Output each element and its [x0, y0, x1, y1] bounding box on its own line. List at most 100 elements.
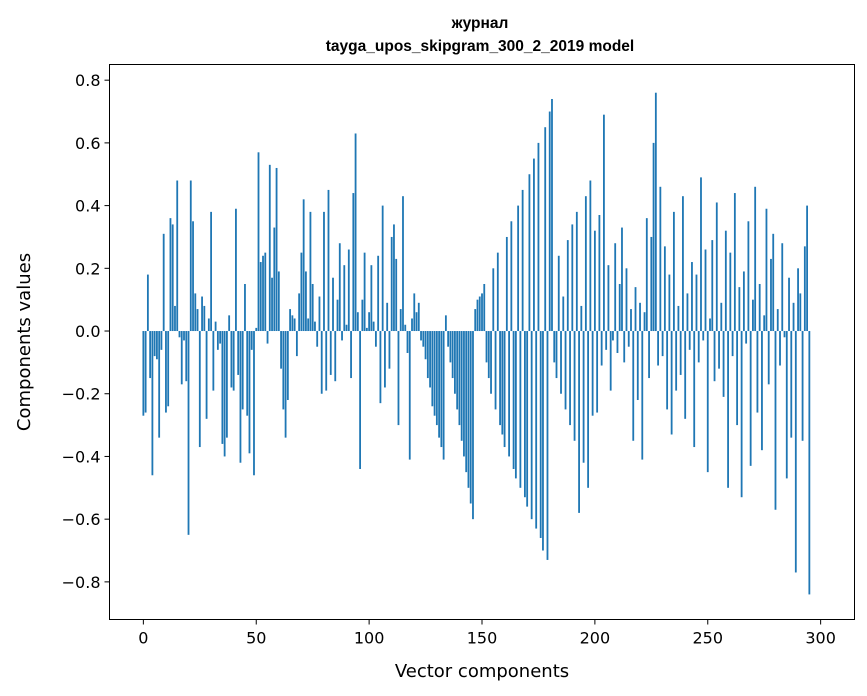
- bar: [146, 274, 149, 332]
- bar: [659, 186, 662, 332]
- bar: [779, 331, 781, 366]
- bar: [546, 331, 549, 560]
- y-tick-label: 0.6: [75, 134, 100, 153]
- bar: [569, 331, 571, 426]
- bar: [722, 331, 725, 397]
- bar: [533, 158, 535, 332]
- bar: [521, 189, 524, 332]
- x-tick-label: 200: [580, 629, 611, 648]
- bar: [180, 331, 183, 385]
- bar: [598, 215, 601, 332]
- bar: [463, 331, 465, 457]
- bar: [377, 255, 380, 332]
- bar: [384, 331, 386, 388]
- bar: [271, 277, 273, 332]
- bar: [682, 196, 684, 332]
- bar: [241, 331, 244, 410]
- bar: [327, 189, 330, 332]
- bar: [370, 265, 373, 332]
- bar: [578, 331, 580, 513]
- bar: [230, 331, 233, 388]
- bar: [309, 211, 312, 332]
- bar: [539, 331, 542, 538]
- bar: [289, 309, 292, 332]
- bar: [630, 309, 632, 332]
- bar: [535, 331, 538, 529]
- bar: [731, 331, 734, 357]
- bar: [277, 271, 280, 332]
- bar: [675, 331, 678, 391]
- bar: [501, 331, 504, 435]
- bar: [758, 283, 761, 332]
- bar: [697, 331, 700, 363]
- bar: [742, 271, 745, 332]
- bar: [618, 283, 621, 332]
- bar: [449, 331, 452, 363]
- bar: [142, 331, 145, 416]
- bar: [325, 331, 328, 391]
- bar: [668, 274, 671, 332]
- bar: [167, 331, 170, 407]
- bar: [612, 331, 614, 341]
- bar: [650, 236, 653, 332]
- y-axis-label: Components values: [14, 253, 35, 431]
- bar: [365, 327, 368, 332]
- y-tick-label: −0.8: [62, 573, 101, 592]
- bar: [183, 331, 185, 341]
- x-tick-label: 0: [138, 629, 148, 648]
- bar: [523, 331, 526, 498]
- bar: [257, 152, 260, 332]
- bar: [505, 236, 508, 332]
- bar: [490, 331, 492, 394]
- bar: [785, 331, 788, 479]
- bar: [706, 331, 709, 473]
- bar: [776, 309, 779, 332]
- bar: [718, 331, 720, 369]
- bar: [747, 221, 750, 332]
- bar: [790, 331, 793, 438]
- bar: [492, 268, 495, 332]
- bar: [397, 331, 400, 426]
- bar: [402, 196, 404, 332]
- bar: [512, 331, 515, 469]
- bar: [429, 331, 431, 388]
- bar: [806, 205, 808, 332]
- bar: [426, 331, 429, 379]
- bar: [332, 277, 334, 332]
- bar: [702, 331, 705, 341]
- bar: [788, 277, 790, 332]
- bar: [623, 331, 626, 363]
- bar: [216, 331, 219, 350]
- bar: [422, 331, 425, 347]
- bar: [472, 331, 474, 520]
- bar: [582, 331, 585, 463]
- bar: [765, 208, 768, 332]
- bar: [600, 331, 603, 366]
- bar: [542, 331, 544, 551]
- bar: [295, 331, 298, 357]
- bar: [196, 309, 199, 332]
- bar: [189, 180, 192, 332]
- bar: [575, 211, 578, 332]
- bar: [210, 211, 212, 332]
- bar: [499, 331, 501, 426]
- bar: [318, 296, 321, 332]
- bar: [237, 331, 240, 375]
- bar: [763, 315, 766, 332]
- bar: [733, 193, 736, 332]
- bar: [293, 318, 296, 332]
- bar: [334, 331, 337, 382]
- bar: [273, 227, 276, 332]
- y-tick-label: 0.4: [75, 197, 100, 216]
- bar: [424, 331, 427, 360]
- bar: [203, 305, 206, 332]
- bar: [526, 331, 529, 507]
- bar: [219, 331, 222, 344]
- bar: [438, 331, 441, 438]
- bar: [783, 331, 786, 338]
- bar: [393, 224, 395, 332]
- bar: [171, 224, 174, 332]
- bar: [280, 331, 282, 369]
- bar: [460, 331, 463, 441]
